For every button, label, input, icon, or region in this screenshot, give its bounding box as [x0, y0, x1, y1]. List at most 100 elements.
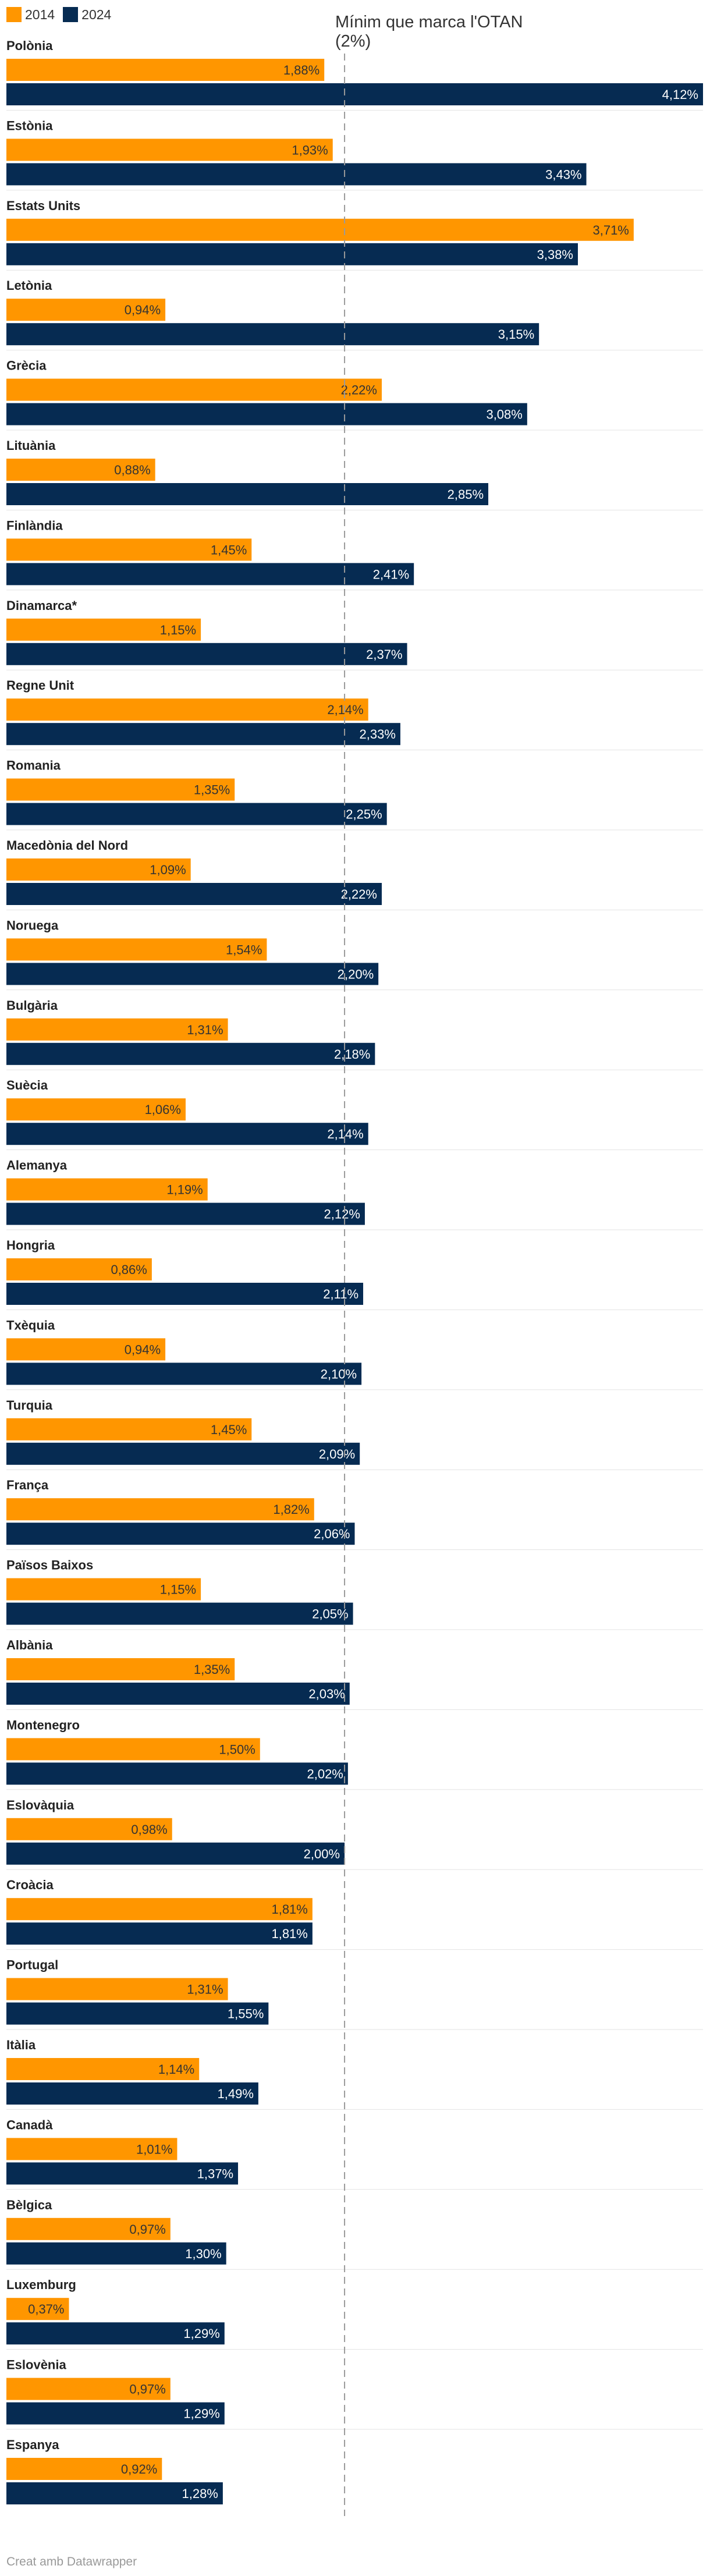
- bar-2024-luxemburg: [6, 2322, 225, 2345]
- data-label-2014-letònia: 0,94%: [125, 303, 161, 317]
- bar-2024-bulgària: [6, 1042, 375, 1065]
- bar-2024-països-baixos: [6, 1602, 353, 1625]
- bar-2024-txèquia: [6, 1362, 362, 1385]
- footer-credit: Creat amb Datawrapper: [6, 2555, 137, 2568]
- data-label-2024-estònia: 3,43%: [545, 167, 581, 182]
- category-label-suècia: Suècia: [6, 1078, 48, 1092]
- legend-item-2014[interactable]: 2014: [6, 7, 55, 23]
- bar-2024-grècia: [6, 403, 527, 425]
- bar-2014-txèquia: [6, 1338, 166, 1361]
- data-label-2014-estats-units: 3,71%: [592, 223, 629, 237]
- data-label-2014-finlàndia: 1,45%: [211, 542, 247, 557]
- bar-2024-eslovàquia: [6, 1842, 345, 1865]
- bar-2024-portugal: [6, 2002, 269, 2025]
- category-label-canadà: Canadà: [6, 2117, 53, 2132]
- bar-2024-itàlia: [6, 2082, 258, 2105]
- data-label-2024-turquia: 2,09%: [319, 1447, 355, 1461]
- data-label-2014-països-baixos: 1,15%: [160, 1582, 196, 1597]
- data-label-2014-bulgària: 1,31%: [187, 1023, 223, 1037]
- data-label-2014-eslovènia: 0,97%: [129, 2382, 165, 2397]
- category-label-turquia: Turquia: [6, 1398, 53, 1413]
- data-label-2024-bèlgica: 1,30%: [185, 2247, 221, 2261]
- data-label-2024-itàlia: 1,49%: [218, 2087, 254, 2101]
- bar-2024-canadà: [6, 2162, 239, 2185]
- data-label-2024-albània: 2,03%: [308, 1687, 345, 1701]
- bar-2024-finlàndia: [6, 563, 414, 586]
- category-label-bulgària: Bulgària: [6, 998, 58, 1013]
- legend-label-2014: 2014: [25, 6, 55, 22]
- bar-2024-albània: [6, 1683, 350, 1705]
- bar-2024-macedònia-del-nord: [6, 883, 382, 905]
- bar-2014-frança: [6, 1498, 314, 1521]
- bar-2014-eslovènia: [6, 2378, 171, 2400]
- data-label-2024-eslovàquia: 2,00%: [304, 1847, 340, 1861]
- data-label-2024-romania: 2,25%: [346, 807, 382, 822]
- data-label-2024-lituània: 2,85%: [448, 487, 484, 502]
- bar-2014-letònia: [6, 299, 166, 321]
- bar-2014-croàcia: [6, 1898, 313, 1921]
- bar-2024-lituània: [6, 483, 489, 505]
- data-label-2024-bulgària: 2,18%: [334, 1047, 370, 1062]
- category-label-montenegro: Montenegro: [6, 1718, 80, 1732]
- data-label-2024-noruega: 2,20%: [338, 967, 374, 981]
- bar-2014-dinamarca-: [6, 618, 201, 641]
- bar-2024-romania: [6, 803, 387, 825]
- category-label-espanya: Espanya: [6, 2437, 59, 2452]
- data-label-2014-suècia: 1,06%: [145, 1102, 181, 1117]
- bar-2014-macedònia-del-nord: [6, 858, 191, 881]
- data-label-2024-suècia: 2,14%: [327, 1127, 363, 1141]
- category-label-grècia: Grècia: [6, 359, 47, 373]
- data-label-2014-eslovàquia: 0,98%: [131, 1822, 167, 1837]
- bar-2024-espanya: [6, 2482, 223, 2504]
- bar-2024-estònia: [6, 163, 587, 186]
- bar-2024-turquia: [6, 1442, 360, 1465]
- data-label-2024-luxemburg: 1,29%: [183, 2326, 219, 2341]
- data-label-2024-canadà: 1,37%: [197, 2166, 233, 2181]
- category-label-regne-unit: Regne Unit: [6, 678, 74, 693]
- category-label-eslovènia: Eslovènia: [6, 2358, 66, 2372]
- category-label-itàlia: Itàlia: [6, 2038, 36, 2052]
- category-label-txèquia: Txèquia: [6, 1318, 55, 1332]
- data-label-2014-itàlia: 1,14%: [158, 2062, 194, 2077]
- bar-2024-dinamarca-: [6, 643, 407, 665]
- bar-2014-bulgària: [6, 1018, 228, 1041]
- category-label-bèlgica: Bèlgica: [6, 2198, 52, 2212]
- data-label-2014-txèquia: 0,94%: [125, 1342, 161, 1357]
- data-label-2024-finlàndia: 2,41%: [373, 567, 409, 581]
- data-label-2024-txèquia: 2,10%: [321, 1367, 357, 1381]
- bar-2014-noruega: [6, 938, 267, 961]
- data-label-2014-romania: 1,35%: [194, 783, 230, 797]
- category-label-macedònia-del-nord: Macedònia del Nord: [6, 838, 128, 853]
- data-label-2014-dinamarca-: 1,15%: [160, 623, 196, 637]
- data-label-2024-països-baixos: 2,05%: [312, 1607, 348, 1621]
- bar-2014-luxemburg: [6, 2298, 69, 2320]
- data-label-2014-espanya: 0,92%: [121, 2462, 157, 2476]
- bar-2014-finlàndia: [6, 538, 252, 561]
- bar-2024-bèlgica: [6, 2242, 226, 2265]
- category-label-eslovàquia: Eslovàquia: [6, 1798, 74, 1812]
- category-label-noruega: Noruega: [6, 918, 59, 932]
- data-label-2014-lituània: 0,88%: [114, 463, 150, 477]
- bar-2014-grècia: [6, 378, 382, 401]
- bar-2024-hongria: [6, 1283, 364, 1305]
- bar-2024-eslovènia: [6, 2402, 225, 2425]
- data-label-2014-albània: 1,35%: [194, 1662, 230, 1677]
- data-label-2024-croàcia: 1,81%: [271, 1926, 307, 1941]
- data-label-2014-polònia: 1,88%: [283, 63, 320, 77]
- legend-swatch-2014: [6, 7, 22, 22]
- bar-2014-romania: [6, 778, 235, 801]
- bar-2014-canadà: [6, 2138, 178, 2160]
- bar-2024-polònia: [6, 83, 703, 105]
- data-label-2014-canadà: 1,01%: [136, 2142, 172, 2156]
- data-label-2024-polònia: 4,12%: [662, 87, 698, 102]
- bar-2014-lituània: [6, 459, 155, 481]
- legend-item-2024[interactable]: 2024: [63, 7, 111, 23]
- bar-2024-frança: [6, 1523, 355, 1545]
- bar-2014-polònia: [6, 59, 325, 81]
- bar-2014-portugal: [6, 1978, 228, 2000]
- category-label-albània: Albània: [6, 1638, 53, 1652]
- category-label-estats-units: Estats Units: [6, 198, 80, 213]
- bar-2014-països-baixos: [6, 1578, 201, 1601]
- bar-2014-regne-unit: [6, 698, 368, 721]
